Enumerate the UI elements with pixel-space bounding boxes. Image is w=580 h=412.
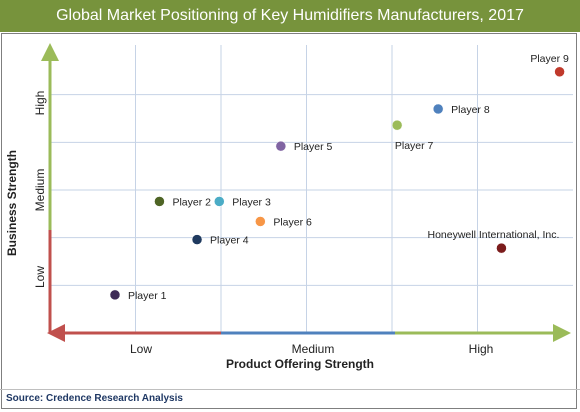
data-point — [255, 216, 266, 227]
data-point — [275, 140, 287, 152]
data-point — [432, 103, 444, 115]
y-tick-label: Medium — [33, 169, 47, 212]
data-point-label: Player 6 — [273, 216, 312, 228]
y-tick-label: High — [33, 91, 47, 116]
x-tick-label: High — [469, 342, 494, 356]
data-point-label: Player 4 — [210, 235, 249, 247]
data-point-label: Player 2 — [172, 196, 211, 208]
data-point — [191, 234, 203, 245]
data-point-label: Player 9 — [530, 53, 569, 65]
data-point-label: Player 8 — [451, 104, 490, 116]
data-point — [214, 196, 225, 207]
data-point-label: Player 3 — [232, 196, 271, 208]
data-point — [496, 242, 507, 254]
y-tick-label: Low — [33, 266, 47, 288]
x-axis-title: Product Offering Strength — [226, 357, 374, 371]
x-tick-label: Medium — [292, 342, 335, 356]
data-point — [391, 119, 403, 131]
chart-title: Global Market Positioning of Key Humidif… — [0, 0, 580, 32]
y-axis-title: Business Strength — [5, 150, 19, 256]
data-point-label: Player 5 — [294, 141, 333, 153]
data-point-label: Player 1 — [128, 290, 167, 302]
source-note: Source: Credence Research Analysis — [6, 393, 183, 404]
source-divider — [0, 389, 580, 390]
x-tick-label: Low — [130, 342, 152, 356]
data-point — [554, 66, 565, 78]
data-point — [109, 289, 121, 301]
data-point — [154, 196, 165, 207]
data-point-label: Player 7 — [395, 140, 434, 152]
data-point-label: Honeywell International, Inc. — [427, 229, 559, 241]
chart-frame — [1, 33, 577, 409]
